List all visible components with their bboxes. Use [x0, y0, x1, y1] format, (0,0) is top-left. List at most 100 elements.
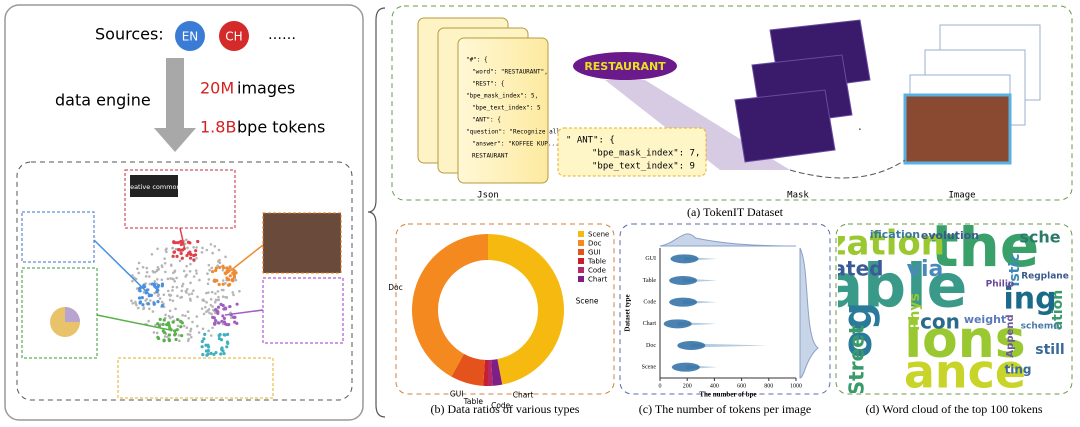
- topic-tree: [93, 227, 264, 357]
- scroll: [457, 37, 549, 184]
- x-tick-label: 200: [683, 383, 692, 389]
- tree-node: [192, 245, 195, 249]
- cluster-node: [216, 305, 221, 309]
- tree-node: [190, 335, 193, 339]
- violin: [669, 276, 698, 285]
- cluster-node: [200, 345, 204, 349]
- cluster-node: [175, 317, 180, 322]
- json-line: RESTAURANT: [472, 153, 509, 160]
- json-line: "answer": "KOFFEE KUP...: [472, 141, 559, 148]
- tree-node: [137, 306, 140, 310]
- tree-node: [178, 259, 182, 263]
- word-cloud-bg: [838, 225, 1070, 393]
- cluster-node: [171, 254, 175, 258]
- tree-node: [189, 281, 192, 285]
- cluster-node: [171, 320, 175, 324]
- violin: [663, 319, 692, 329]
- tree-node: [162, 293, 166, 297]
- x-tick-label: 1000: [790, 383, 802, 389]
- inset-table: [117, 357, 274, 399]
- cluster-node: [221, 282, 225, 286]
- tree-node: [205, 310, 208, 314]
- cluster-node: [156, 283, 161, 288]
- tree-node: [200, 251, 204, 254]
- tree-node: [230, 316, 233, 320]
- cluster-node: [150, 282, 154, 286]
- cluster-node: [226, 267, 230, 272]
- donut-slice: [412, 234, 488, 377]
- tree-node: [208, 268, 211, 272]
- tree-node: [157, 268, 161, 271]
- tree-node: [201, 327, 205, 331]
- donut-slice: [488, 234, 565, 385]
- cluster-node: [180, 334, 184, 338]
- slice-label: Code: [491, 401, 511, 410]
- tree-node: [163, 257, 166, 260]
- cluster-node: [209, 351, 213, 355]
- tree-node: [178, 339, 181, 343]
- cluster-node: [167, 338, 172, 343]
- tree-node: [142, 307, 145, 311]
- tree-node: [189, 262, 192, 266]
- violin: [669, 297, 698, 307]
- tokens-count: 1.8B: [200, 118, 236, 137]
- cloud-word: still: [1035, 342, 1064, 358]
- tree-node: [160, 278, 164, 282]
- json-line: "question": "Recognize all text",: [466, 129, 585, 136]
- cluster-node: [185, 253, 189, 258]
- tree-node: [185, 264, 188, 268]
- cluster-node: [202, 337, 206, 341]
- engine-arrow: [154, 58, 196, 152]
- tree-node: [183, 242, 187, 246]
- json-line: "bpe_mask_index": 5,: [466, 93, 538, 100]
- tree-node: [188, 333, 192, 336]
- cluster-node: [188, 256, 193, 260]
- cluster-node: [213, 322, 217, 326]
- cluster-node: [172, 240, 176, 244]
- y-tick-label: Scene: [642, 365, 657, 371]
- cloud-word: Phys: [907, 293, 923, 331]
- tree-node: [148, 282, 152, 286]
- cluster-node: [160, 304, 165, 308]
- tree-node: [181, 282, 185, 286]
- tree-node: [201, 246, 204, 250]
- inset-code: [262, 277, 344, 344]
- panel-c: [619, 223, 831, 395]
- cluster-node: [194, 249, 198, 253]
- tree-node: [182, 324, 186, 328]
- tree-node: [190, 292, 194, 296]
- tree-node: [167, 314, 171, 318]
- legend-swatch: [578, 231, 584, 237]
- cluster-node: [217, 282, 221, 287]
- tree-node: [221, 279, 225, 282]
- tree-node: [168, 309, 172, 313]
- cluster-node: [179, 319, 183, 324]
- inset-pie-slice: [65, 307, 80, 322]
- tree-node: [195, 272, 198, 275]
- x-axis-label: The number of bpe: [699, 391, 756, 399]
- sources-label: Sources:: [95, 25, 164, 44]
- tree-node: [217, 248, 221, 252]
- tree-node: [160, 300, 164, 304]
- cluster-node: [176, 241, 180, 245]
- cluster-node: [138, 300, 143, 304]
- caption: (b) Data ratios of various types: [431, 402, 580, 416]
- tree-node: [177, 334, 181, 337]
- tree-node: [206, 272, 209, 275]
- cluster-node: [201, 353, 205, 357]
- cluster-node: [149, 293, 154, 297]
- slice-label: Doc: [388, 283, 403, 292]
- cluster-node: [226, 332, 230, 336]
- tree-node: [232, 293, 235, 297]
- tree-node: [195, 256, 198, 260]
- cluster-node: [211, 315, 215, 319]
- word: RESTAURANT: [584, 60, 666, 73]
- cluster-node: [160, 284, 164, 288]
- tree-node: [220, 288, 224, 292]
- cluster-node: [179, 242, 183, 247]
- cluster-node: [217, 265, 222, 270]
- tree-node: [211, 326, 214, 330]
- cluster-node: [204, 343, 208, 347]
- tree-node: [150, 252, 154, 256]
- tree-node: [151, 270, 155, 273]
